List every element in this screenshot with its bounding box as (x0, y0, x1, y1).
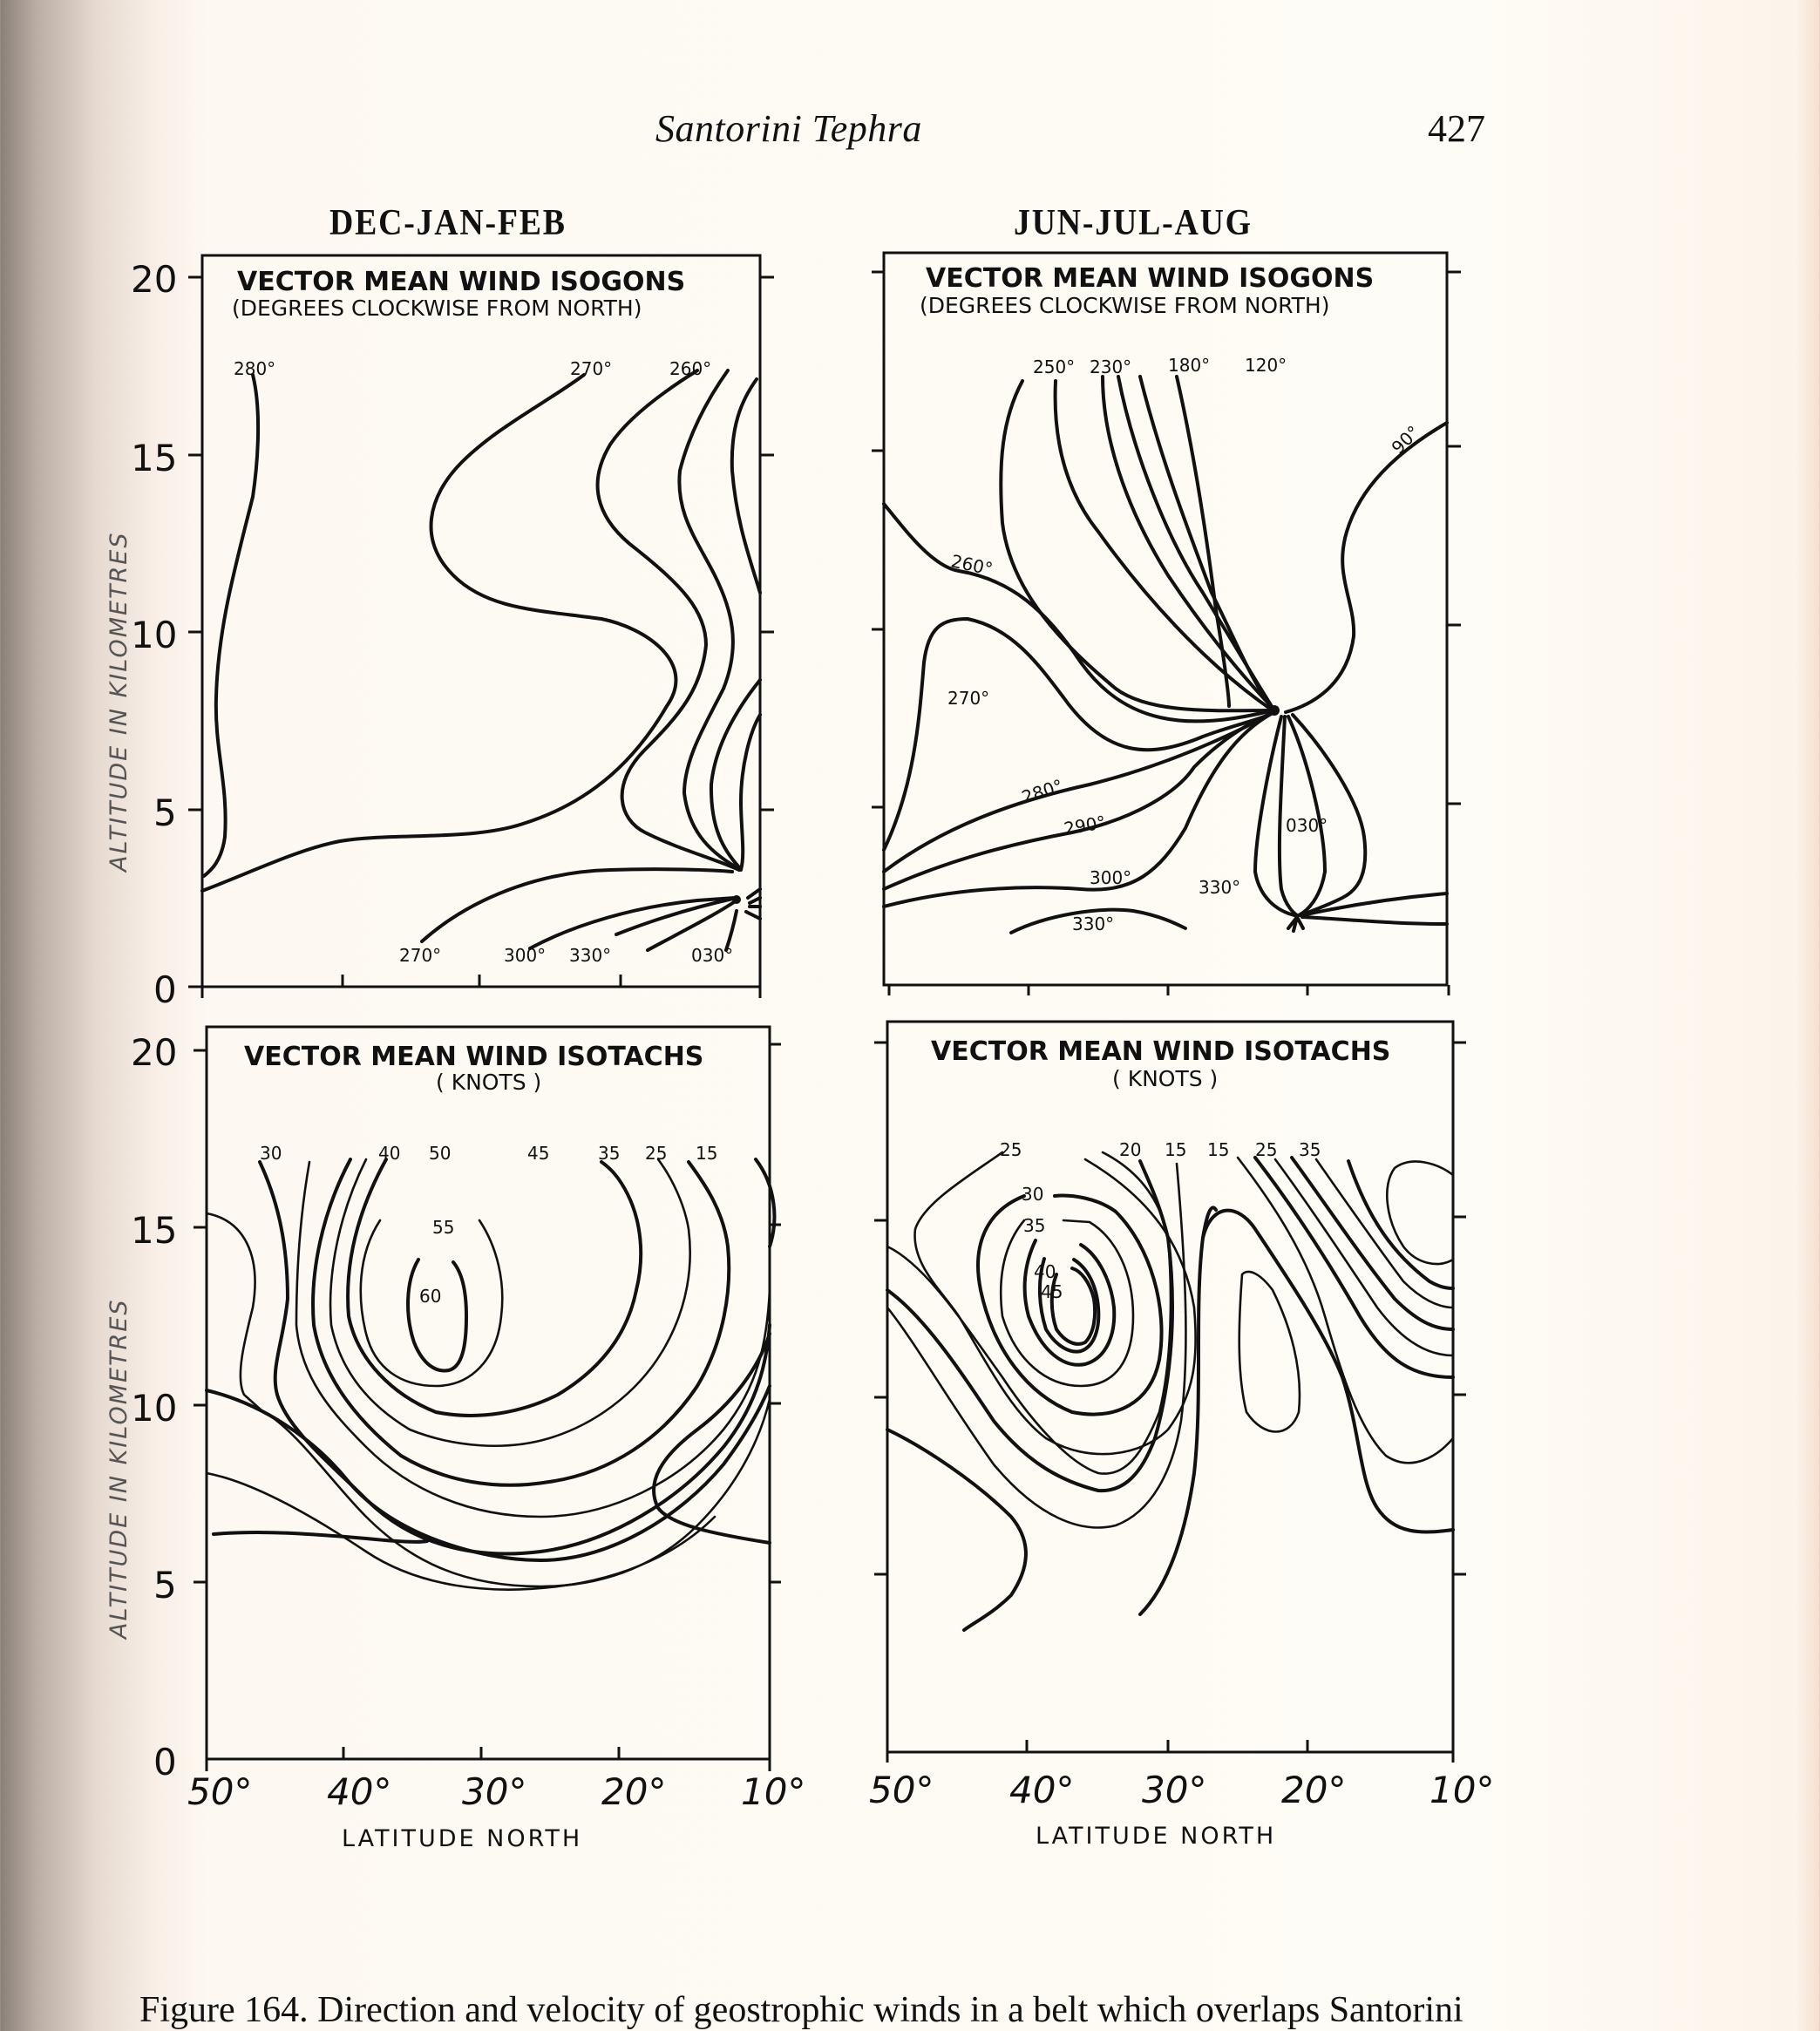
x-tick-label: 30° (1142, 1769, 1206, 1811)
figure-caption: Figure 164. Direction and velocity of ge… (139, 1990, 1463, 2030)
panel-title: VECTOR MEAN WIND ISOTACHS (931, 1036, 1390, 1067)
panel-title: VECTOR MEAN WIND ISOGONS (926, 263, 1374, 294)
plot-frame (205, 1025, 771, 1761)
panel-subtitle: ( KNOTS ) (1112, 1066, 1218, 1091)
x-tick-label: 10° (1430, 1769, 1494, 1811)
contour-label: 260° (949, 550, 995, 579)
y-tick-label: 15 (131, 437, 177, 479)
chart-jja-isogons: VECTOR MEAN WIND ISOGONS (DEGREES CLOCKW… (872, 251, 1461, 995)
x-tick-label: 40° (1009, 1769, 1074, 1811)
contour-label: 030° (691, 945, 733, 966)
panel-title: VECTOR MEAN WIND ISOGONS (237, 267, 685, 297)
contour-label: 280° (1019, 775, 1065, 808)
panel-subtitle: ( KNOTS ) (436, 1070, 541, 1095)
panel-subtitle: (DEGREES CLOCKWISE FROM NORTH) (920, 293, 1329, 318)
contour-label: 45 (1041, 1281, 1063, 1302)
x-tick-label: 50° (187, 1770, 252, 1813)
y-axis-label: ALTITUDE IN KILOMETRES (105, 1298, 132, 1640)
contour-label: 50 (429, 1143, 451, 1164)
contour-label: 270° (399, 945, 441, 966)
contour-label: 30 (1022, 1184, 1043, 1205)
contour-label: 330° (1072, 914, 1114, 934)
y-axis-ticks (872, 270, 1461, 995)
contour-label: 25 (1000, 1139, 1022, 1160)
y-axis-ticks (194, 1043, 781, 1771)
chart-djf-isotachs: 20 15 10 5 0 ALTITUDE IN KILOMETRES VECT… (105, 1025, 781, 1783)
panel-title: VECTOR MEAN WIND ISOTACHS (244, 1042, 703, 1072)
contour-label: 15 (1207, 1139, 1229, 1160)
chart-jja-isotachs: VECTOR MEAN WIND ISOTACHS ( KNOTS ) 25 2… (874, 1020, 1466, 1763)
season-title-djf: DEC-JAN-FEB (329, 203, 567, 243)
y-axis-ticks (874, 1041, 1466, 1763)
x-tick-label: 10° (741, 1770, 805, 1813)
y-tick-label: 5 (153, 1564, 177, 1606)
contour-label: 15 (1165, 1139, 1186, 1160)
contour-label: 280° (234, 358, 275, 379)
y-tick-label: 10 (131, 1387, 177, 1430)
chart-djf-isogons: 20 15 10 5 0 ALTITUDE IN KILOMETRES VECT… (105, 254, 774, 1011)
x-axis-jja: 50° 40° 30° 20° 10° LATITUDE NORTH (869, 1769, 1494, 1850)
contour-label: 260° (669, 358, 711, 379)
x-axis-label: LATITUDE NORTH (1036, 1823, 1276, 1850)
contour-label: 25 (1255, 1139, 1277, 1160)
contour-label: 15 (696, 1143, 717, 1164)
x-tick-label: 20° (1281, 1769, 1346, 1811)
x-tick-label: 20° (601, 1770, 666, 1813)
plot-frame (882, 251, 1449, 987)
contour-label: 40 (378, 1143, 400, 1164)
y-tick-label: 0 (153, 968, 177, 1011)
y-tick-label: 0 (153, 1741, 177, 1783)
contour-label: 45 (527, 1143, 549, 1164)
y-axis-label: ALTITUDE IN KILOMETRES (105, 531, 132, 873)
season-title-jja: JUN-JUL-AUG (1014, 203, 1253, 243)
y-tick-label: 10 (131, 614, 177, 656)
contour-label: 35 (598, 1143, 620, 1164)
contour-label: 25 (645, 1143, 667, 1164)
x-axis-label: LATITUDE NORTH (342, 1825, 582, 1852)
running-head: Santorini Tephra (655, 107, 922, 150)
y-tick-label: 20 (131, 1031, 177, 1074)
contour-label: 30 (260, 1143, 282, 1164)
contour-label: 290° (1063, 812, 1108, 839)
x-axis-djf: 50° 40° 30° 20° 10° LATITUDE NORTH (187, 1770, 805, 1852)
contour-label: 60 (419, 1286, 441, 1307)
contour-label: 90° (1388, 421, 1424, 458)
x-tick-label: 50° (869, 1769, 934, 1811)
contour-label: 300° (1090, 867, 1131, 888)
contour-label: 35 (1299, 1139, 1321, 1160)
y-tick-label: 20 (131, 258, 177, 301)
contour-label: 030° (1286, 815, 1328, 836)
x-tick-label: 40° (327, 1770, 391, 1813)
contour-label: 55 (432, 1217, 454, 1238)
y-axis-ticks (188, 275, 774, 998)
contour-label: 40 (1034, 1261, 1056, 1282)
contour-label: 230° (1090, 357, 1131, 377)
contour-label: 20 (1119, 1139, 1141, 1160)
contour-label: 250° (1033, 357, 1075, 377)
contour-label: 35 (1023, 1215, 1045, 1236)
page-number: 427 (1428, 107, 1485, 150)
x-tick-label: 30° (462, 1770, 526, 1813)
contour-label: 270° (947, 688, 989, 709)
y-tick-label: 5 (153, 791, 177, 834)
y-tick-label: 15 (131, 1209, 177, 1252)
contour-label: 330° (569, 945, 611, 966)
contour-label: 300° (504, 945, 546, 966)
contour-label: 180° (1168, 355, 1210, 376)
panel-subtitle: (DEGREES CLOCKWISE FROM NORTH) (232, 295, 642, 321)
contour-label: 120° (1245, 355, 1287, 376)
contour-label: 330° (1199, 877, 1240, 898)
contour-label: 270° (570, 358, 612, 379)
